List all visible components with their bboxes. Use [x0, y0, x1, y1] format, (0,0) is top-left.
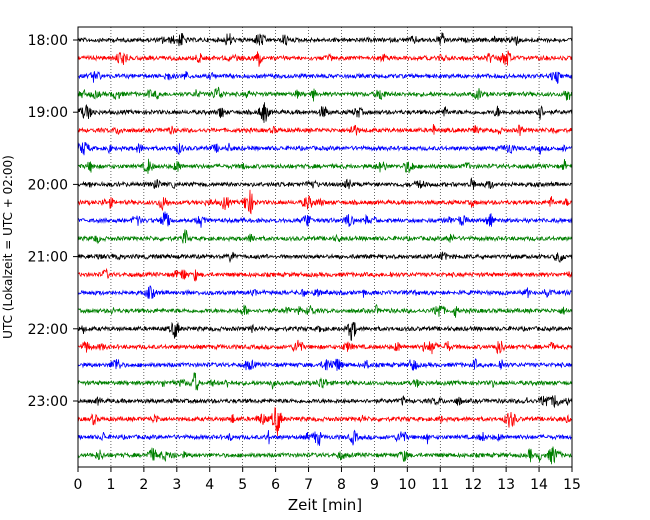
trace-line	[78, 359, 572, 371]
trace-line	[78, 51, 572, 67]
trace-line	[78, 212, 572, 228]
y-tick-label: 21:00	[28, 250, 68, 266]
x-tick-label: 6	[271, 477, 280, 493]
x-tick-label: 7	[304, 477, 313, 493]
trace-line	[78, 269, 572, 281]
y-tick-label: 20:00	[28, 177, 68, 193]
y-axis: 18:00 19:00 20:00 21:00 22:00 23:00	[28, 33, 78, 410]
x-tick-label: 15	[563, 477, 581, 493]
trace-line	[78, 32, 572, 46]
x-tick-label: 13	[497, 477, 515, 493]
trace-line	[78, 340, 572, 354]
x-tick-label: 14	[530, 477, 548, 493]
trace-line	[78, 447, 572, 465]
trace-line	[78, 142, 572, 155]
x-tick-label: 3	[172, 477, 181, 493]
trace-line	[78, 190, 572, 214]
trace-line	[78, 305, 572, 318]
x-tick-label: 8	[337, 477, 346, 493]
trace-line	[78, 178, 572, 189]
x-tick-label: 0	[74, 477, 83, 493]
trace-line	[78, 395, 572, 407]
trace-line	[78, 286, 572, 299]
trace-line	[78, 71, 572, 83]
y-tick-label: 19:00	[28, 105, 68, 121]
y-tick-label: 18:00	[28, 33, 68, 49]
y-tick-label: 22:00	[28, 322, 68, 338]
seismic-traces	[78, 32, 572, 464]
trace-line	[78, 102, 572, 123]
trace-line	[78, 229, 572, 243]
trace-line	[78, 407, 572, 436]
x-tick-label: 12	[464, 477, 482, 493]
x-tick-label: 2	[139, 477, 148, 493]
x-tick-label: 1	[106, 477, 115, 493]
trace-line	[78, 124, 572, 136]
x-axis: 0 1 2 3 4 5 6 7 8 9 10 11 12 13 14 15	[74, 467, 581, 493]
trace-line	[78, 322, 572, 340]
trace-line	[78, 252, 572, 263]
x-tick-label: 5	[238, 477, 247, 493]
y-axis-label: UTC (Lokalzeit = UTC + 02:00)	[1, 155, 15, 339]
x-tick-label: 10	[398, 477, 416, 493]
trace-line	[78, 430, 572, 446]
x-tick-label: 11	[431, 477, 449, 493]
x-axis-label: Zeit [min]	[288, 496, 362, 514]
trace-line	[78, 373, 572, 391]
y-tick-label: 23:00	[28, 394, 68, 410]
x-tick-label: 4	[205, 477, 214, 493]
trace-line	[78, 87, 572, 102]
x-tick-label: 9	[370, 477, 379, 493]
trace-line	[78, 159, 572, 174]
